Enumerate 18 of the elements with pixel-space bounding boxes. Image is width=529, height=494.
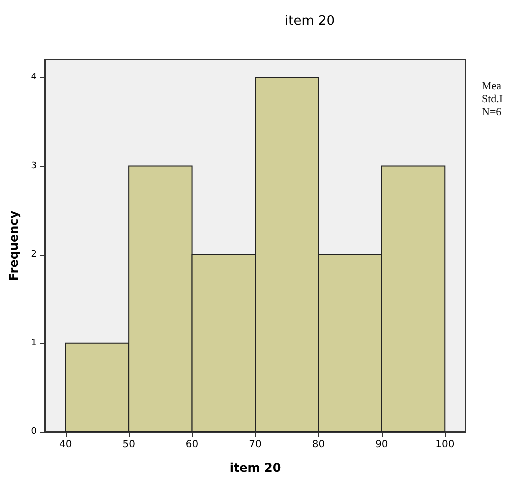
text: N=6 — [482, 106, 502, 118]
x-tick-label: 70 — [249, 440, 262, 450]
x-tick-label: 40 — [59, 440, 72, 450]
y-tick-label: 0 — [31, 427, 38, 437]
x-tick-label: 100 — [436, 440, 455, 450]
chart-title: item 20 — [284, 14, 336, 29]
x-tick-label: 50 — [122, 440, 136, 450]
x-tick-label: 80 — [312, 440, 326, 450]
y-axis-title: Frequency — [7, 210, 21, 282]
x-tick-label: 90 — [376, 440, 388, 450]
x-axis-title: item 20 — [230, 461, 282, 475]
y-tick-label: 3 — [31, 161, 37, 172]
y-tick-label: 1 — [31, 338, 37, 348]
x-tick-label: 60 — [186, 440, 199, 450]
y-tick-label: 2 — [31, 250, 37, 260]
text: Mea — [482, 80, 502, 92]
y-tick-label: 4 — [31, 72, 38, 83]
text: Std.I — [482, 94, 504, 106]
